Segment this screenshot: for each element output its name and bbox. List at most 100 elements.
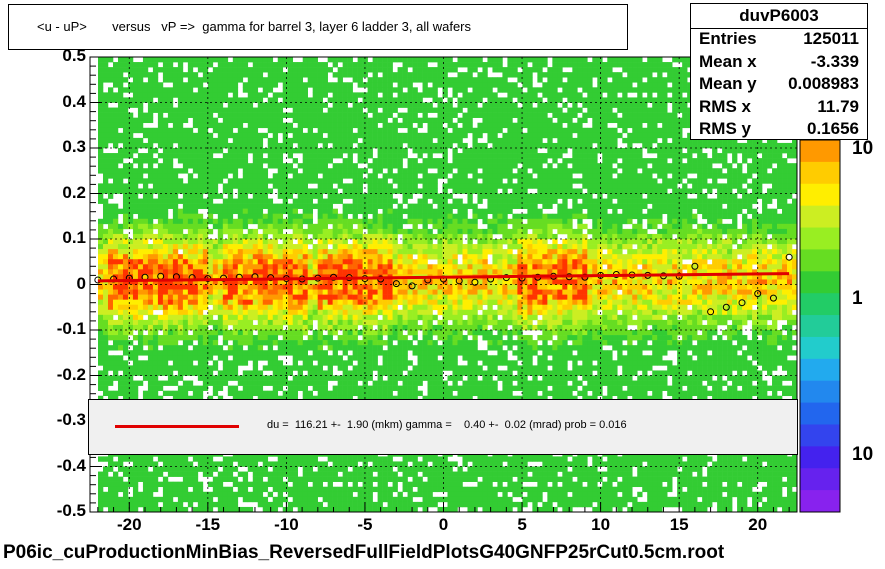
heatmap-cell [272,289,279,295]
heatmap-cell [247,340,254,346]
heatmap-cell [262,375,269,381]
heatmap-cell [237,279,244,285]
heatmap-cell [98,335,104,341]
heatmap-cell [277,218,284,225]
heatmap-cell [307,299,313,306]
heatmap-cell [297,223,303,230]
heatmap-cell [172,218,179,225]
heatmap-cell [162,264,169,270]
heatmap-cell [147,496,154,503]
heatmap-cell [362,264,368,270]
heatmap-cell [222,274,229,280]
heatmap-cell [377,102,383,108]
heatmap-cell [337,218,343,225]
heatmap-cell [412,279,418,285]
heatmap-cell [222,127,229,134]
heatmap-cell [162,350,169,356]
heatmap-cell [212,345,219,351]
heatmap-cell [392,249,398,255]
heatmap-cell [197,269,204,275]
heatmap-cell [377,82,383,88]
heatmap-cell [102,476,109,482]
heatmap-cell [162,294,169,300]
heatmap-cell [342,309,348,316]
heatmap-cell [387,92,393,98]
heatmap-cell [312,269,318,275]
heatmap-cell [222,491,229,498]
heatmap-cell [132,345,139,351]
heatmap-cell [347,57,353,63]
heatmap-cell [207,153,214,159]
heatmap-cell [152,67,159,73]
heatmap-cell [367,67,373,73]
heatmap-cell [402,178,408,184]
heatmap-cell [382,153,388,159]
heatmap-cell [217,67,224,73]
heatmap-cell [117,228,124,235]
heatmap-cell [207,87,214,93]
heatmap-cell [127,213,134,220]
heatmap-cell [292,456,299,462]
heatmap-cell [187,208,194,215]
heatmap-cell [232,289,239,295]
heatmap-cell [407,466,413,472]
heatmap-cell [152,233,159,240]
heatmap-cell [277,309,284,316]
heatmap-cell [322,466,328,472]
heatmap-cell [152,471,159,477]
heatmap-cell [347,456,353,462]
heatmap-cell [177,309,184,316]
heatmap-cell [222,57,229,63]
heatmap-cell [282,208,289,215]
heatmap-cell [402,299,408,306]
heatmap-cell [207,319,214,326]
heatmap-cell [357,299,363,306]
heatmap-cell [267,461,274,467]
heatmap-cell [197,496,204,503]
heatmap-cell [187,481,194,488]
heatmap-cell [127,137,134,144]
heatmap-cell [377,365,383,371]
heatmap-cell [312,117,318,124]
heatmap-cell [352,102,358,108]
heatmap-cell [157,153,164,159]
heatmap-cell [102,107,109,113]
heatmap-cell [202,173,209,179]
heatmap-cell [367,269,373,275]
heatmap-cell [332,264,338,270]
heatmap-cell [182,345,189,351]
heatmap-cell [247,350,254,356]
heatmap-cell [232,233,239,240]
heatmap-cell [262,299,269,306]
heatmap-cell [292,208,299,215]
heatmap-cell [207,77,214,83]
heatmap-cell [192,244,199,250]
heatmap-cell [107,122,114,129]
heatmap-cell [267,355,274,361]
heatmap-cell [372,67,378,73]
heatmap-cell [312,148,318,154]
heatmap-cell [342,471,348,477]
heatmap-cell [137,461,144,467]
heatmap-cell [122,370,129,376]
heatmap-cell [98,481,104,488]
heatmap-cell [127,122,134,129]
heatmap-cell [177,213,184,220]
heatmap-cell [392,77,398,83]
heatmap-cell [162,501,169,508]
heatmap-cell [192,481,199,488]
heatmap-cell [387,360,393,366]
heatmap-cell [332,330,338,336]
heatmap-cell [247,324,254,331]
heatmap-cell [197,102,204,108]
heatmap-cell [332,284,338,290]
heatmap-cell [262,309,269,316]
heatmap-cell [102,284,109,290]
heatmap-cell [222,153,229,159]
heatmap-cell [342,218,348,225]
heatmap-cell [162,284,169,290]
heatmap-cell [257,294,264,300]
heatmap-cell [302,385,308,391]
heatmap-cell [342,259,348,265]
heatmap-cell [192,456,199,462]
